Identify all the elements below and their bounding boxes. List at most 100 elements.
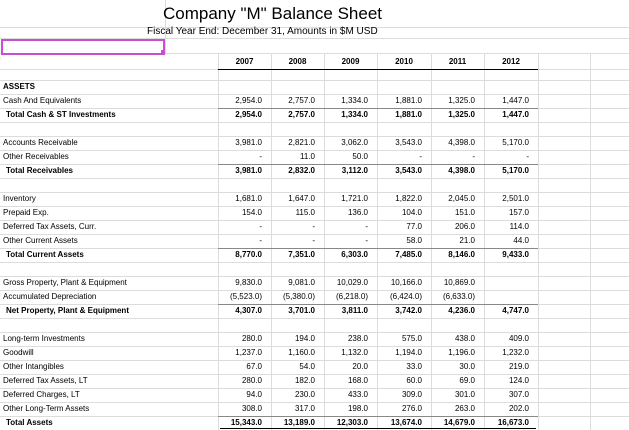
- cell-value: 5,170.0: [502, 166, 529, 175]
- cell-value: 3,981.0: [235, 138, 262, 147]
- cell-value: 114.0: [509, 222, 529, 231]
- column-header: 2007: [235, 57, 254, 66]
- cell-value: 13,189.0: [283, 418, 315, 427]
- cell-value: -: [259, 236, 262, 245]
- cell-value: 4,307.0: [235, 306, 262, 315]
- cell-value: 54.0: [299, 362, 315, 371]
- cell-value: 5,170.0: [502, 138, 529, 147]
- cell-value: 11.0: [300, 152, 315, 161]
- cell-value: 10,029.0: [336, 278, 368, 287]
- cell-value: 280.0: [241, 376, 262, 385]
- sheet-title: Company "M" Balance Sheet: [163, 4, 383, 23]
- selected-cell[interactable]: [1, 39, 165, 55]
- cell-value: 50.0: [352, 152, 368, 161]
- cell-value: 67.0: [246, 362, 262, 371]
- cell-value: 276.0: [401, 404, 422, 413]
- cell-value: 94.0: [246, 390, 262, 399]
- cell-value: -: [419, 152, 422, 161]
- cell-value: (5,380.0): [282, 292, 315, 301]
- sheet-subtitle: Fiscal Year End: December 31, Amounts in…: [147, 26, 378, 37]
- cell-value: 409.0: [508, 334, 529, 343]
- cell-value: 3,742.0: [395, 306, 422, 315]
- cell-value: 136.0: [347, 208, 368, 217]
- cell-value: 4,398.0: [448, 166, 475, 175]
- cell-value: 2,954.0: [235, 110, 262, 119]
- cell-value: 317.0: [294, 404, 315, 413]
- cell-value: 2,832.0: [288, 166, 315, 175]
- cell-value: 1,647.0: [288, 194, 315, 203]
- row-label: Deferred Tax Assets, Curr.: [3, 222, 97, 231]
- cell-value: 4,747.0: [502, 306, 529, 315]
- cell-value: 198.0: [347, 404, 368, 413]
- cell-value: 4,236.0: [448, 306, 475, 315]
- row-label: Total Cash & ST Investments: [6, 110, 116, 119]
- row-label: Other Intangibles: [3, 362, 64, 371]
- cell-value: 182.0: [294, 376, 315, 385]
- row-label: Total Current Assets: [6, 250, 84, 259]
- cell-value: 1,160.0: [288, 348, 315, 357]
- cell-value: 206.0: [454, 222, 475, 231]
- cell-value: 12,303.0: [336, 418, 368, 427]
- column-header: 2009: [341, 57, 360, 66]
- cell-value: 575.0: [401, 334, 422, 343]
- row-label: Total Receivables: [6, 166, 73, 175]
- cell-value: 154.0: [241, 208, 262, 217]
- cell-value: 433.0: [347, 390, 368, 399]
- cell-value: 3,701.0: [288, 306, 315, 315]
- cell-value: 6,303.0: [341, 250, 368, 259]
- cell-value: 2,501.0: [502, 194, 529, 203]
- cell-value: (5,523.0): [229, 292, 262, 301]
- row-label: Deferred Charges, LT: [3, 390, 80, 399]
- cell-value: 194.0: [294, 334, 315, 343]
- cell-value: 3,112.0: [341, 166, 368, 175]
- cell-value: 307.0: [508, 390, 529, 399]
- cell-value: 60.0: [406, 376, 422, 385]
- cell-value: 124.0: [508, 376, 529, 385]
- cell-value: 9,081.0: [288, 278, 315, 287]
- cell-value: 1,447.0: [502, 96, 529, 105]
- cell-value: 2,045.0: [448, 194, 475, 203]
- cell-value: 115.0: [295, 208, 315, 217]
- cell-value: 1,196.0: [448, 348, 475, 357]
- cell-value: 301.0: [454, 390, 475, 399]
- cell-value: 438.0: [454, 334, 475, 343]
- cell-value: 44.0: [513, 236, 529, 245]
- cell-value: 238.0: [347, 334, 368, 343]
- row-label: Accounts Receivable: [3, 138, 78, 147]
- row-label: Cash And Equivalents: [3, 96, 82, 105]
- column-header: 2008: [288, 57, 307, 66]
- cell-value: 263.0: [454, 404, 475, 413]
- cell-value: 2,757.0: [288, 96, 315, 105]
- row-label: Net Property, Plant & Equipment: [6, 306, 129, 315]
- cell-value: 309.0: [401, 390, 422, 399]
- row-label: Other Receivables: [3, 152, 69, 161]
- cell-value: 202.0: [508, 404, 529, 413]
- cell-value: 1,132.0: [341, 348, 368, 357]
- cell-value: 3,981.0: [235, 166, 262, 175]
- row-label: Inventory: [3, 194, 36, 203]
- cell-value: 1,881.0: [395, 96, 422, 105]
- cell-value: 219.0: [508, 362, 529, 371]
- cell-value: 33.0: [406, 362, 422, 371]
- column-header: 2010: [395, 57, 413, 66]
- cell-value: 16,673.0: [497, 418, 529, 427]
- column-header: 2011: [448, 57, 467, 66]
- row-label: Long-term Investments: [3, 334, 85, 343]
- row-label: Total Assets: [6, 418, 53, 427]
- cell-value: 13,674.0: [390, 418, 422, 427]
- row-label: Accumulated Depreciation: [3, 292, 97, 301]
- cell-value: 9,433.0: [502, 250, 529, 259]
- cell-value: 21.0: [459, 236, 475, 245]
- cell-value: 10,869.0: [443, 278, 475, 287]
- cell-value: 1,822.0: [395, 194, 422, 203]
- cell-value: 10,166.0: [390, 278, 422, 287]
- cell-value: 3,811.0: [341, 306, 368, 315]
- cell-value: -: [259, 222, 262, 231]
- fill-handle[interactable]: [161, 50, 165, 54]
- cell-value: 104.0: [401, 208, 422, 217]
- cell-value: 2,757.0: [288, 110, 315, 119]
- cell-value: 7,351.0: [288, 250, 315, 259]
- cell-value: 151.0: [454, 208, 475, 217]
- cell-value: 1,721.0: [341, 194, 368, 203]
- cell-value: -: [312, 222, 315, 231]
